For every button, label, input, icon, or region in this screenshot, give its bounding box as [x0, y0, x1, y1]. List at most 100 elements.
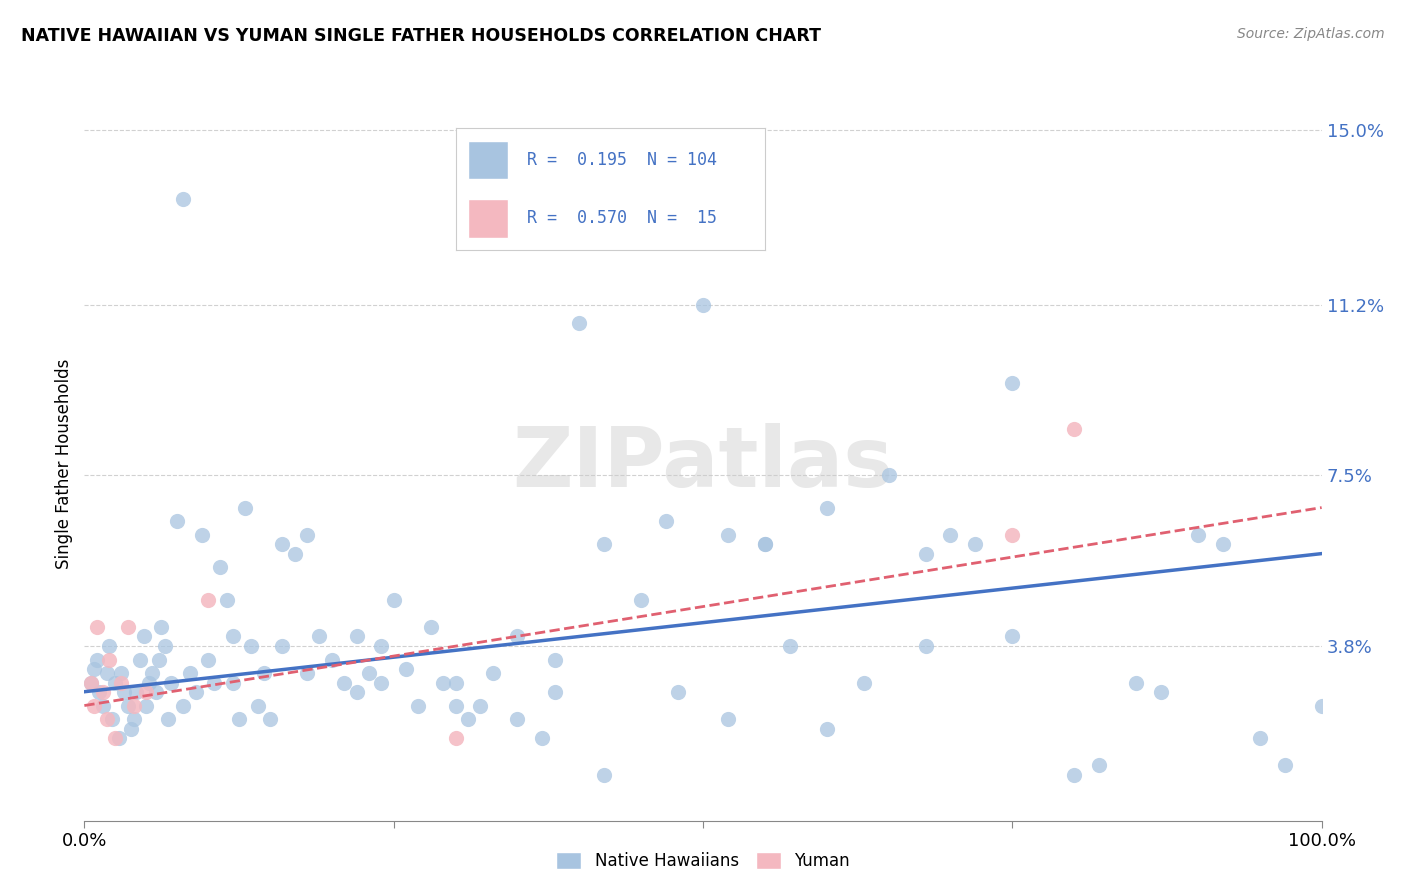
Point: [259, 712, 281, 726]
Point: [568, 317, 591, 331]
Point: [197, 652, 219, 666]
Point: [222, 630, 245, 644]
Point: [145, 684, 167, 698]
Point: [98, 639, 121, 653]
Point: [233, 500, 256, 515]
Point: [110, 666, 132, 681]
Point: [1088, 758, 1111, 772]
Point: [754, 537, 776, 551]
Point: [96, 666, 118, 681]
Point: [135, 684, 157, 698]
Point: [457, 712, 479, 726]
Point: [91, 698, 114, 713]
Point: [1001, 376, 1024, 391]
Point: [1187, 528, 1209, 542]
Point: [153, 639, 176, 653]
Point: [141, 666, 163, 681]
Point: [692, 298, 714, 312]
Point: [370, 639, 392, 653]
Point: [222, 675, 245, 690]
Point: [253, 666, 276, 681]
Point: [132, 630, 155, 644]
Point: [914, 547, 936, 561]
Point: [1212, 537, 1234, 551]
Point: [593, 767, 616, 781]
Point: [754, 537, 776, 551]
Point: [965, 537, 987, 551]
Point: [630, 592, 652, 607]
Point: [419, 620, 441, 634]
Point: [138, 675, 160, 690]
Point: [1125, 675, 1147, 690]
Legend: Native Hawaiians, Yuman: Native Hawaiians, Yuman: [550, 845, 856, 877]
Point: [246, 698, 269, 713]
Point: [98, 652, 121, 666]
Point: [86, 652, 108, 666]
Point: [122, 698, 145, 713]
Point: [444, 698, 467, 713]
Point: [852, 675, 875, 690]
Point: [120, 722, 142, 736]
Point: [1310, 698, 1333, 713]
Point: [91, 684, 114, 698]
Point: [1063, 422, 1085, 436]
Point: [1274, 758, 1296, 772]
Point: [1150, 684, 1173, 698]
Point: [543, 652, 565, 666]
Point: [655, 515, 678, 529]
Point: [408, 698, 430, 713]
Point: [228, 712, 250, 726]
Point: [240, 639, 263, 653]
Point: [717, 528, 740, 542]
Point: [271, 537, 294, 551]
Point: [543, 684, 565, 698]
Point: [157, 712, 180, 726]
Point: [79, 675, 101, 690]
Point: [191, 528, 214, 542]
Point: [506, 630, 529, 644]
Point: [184, 684, 207, 698]
Point: [150, 620, 173, 634]
Point: [271, 639, 294, 653]
Point: [1249, 731, 1271, 745]
Point: [172, 192, 194, 206]
Point: [215, 592, 238, 607]
Point: [122, 712, 145, 726]
Point: [112, 684, 135, 698]
Point: [370, 675, 392, 690]
Y-axis label: Single Father Households: Single Father Households: [55, 359, 73, 569]
Point: [717, 712, 740, 726]
Point: [432, 675, 454, 690]
Point: [321, 652, 343, 666]
Point: [125, 684, 148, 698]
Point: [395, 662, 418, 676]
Point: [89, 684, 111, 698]
Point: [86, 620, 108, 634]
Point: [110, 675, 132, 690]
Point: [357, 666, 380, 681]
Point: [117, 620, 139, 634]
Point: [1001, 630, 1024, 644]
Point: [470, 698, 492, 713]
Point: [531, 731, 554, 745]
Point: [83, 662, 105, 676]
Point: [100, 712, 122, 726]
Point: [444, 675, 467, 690]
Point: [104, 731, 127, 745]
Point: [939, 528, 962, 542]
Point: [333, 675, 356, 690]
Point: [815, 722, 838, 736]
Point: [79, 675, 101, 690]
Point: [197, 592, 219, 607]
Point: [83, 698, 105, 713]
Point: [1063, 767, 1085, 781]
Point: [914, 639, 936, 653]
Point: [444, 731, 467, 745]
Text: NATIVE HAWAIIAN VS YUMAN SINGLE FATHER HOUSEHOLDS CORRELATION CHART: NATIVE HAWAIIAN VS YUMAN SINGLE FATHER H…: [21, 27, 821, 45]
Point: [135, 698, 157, 713]
Point: [202, 675, 225, 690]
Point: [382, 592, 405, 607]
Point: [666, 684, 689, 698]
Point: [284, 547, 307, 561]
Point: [346, 630, 368, 644]
